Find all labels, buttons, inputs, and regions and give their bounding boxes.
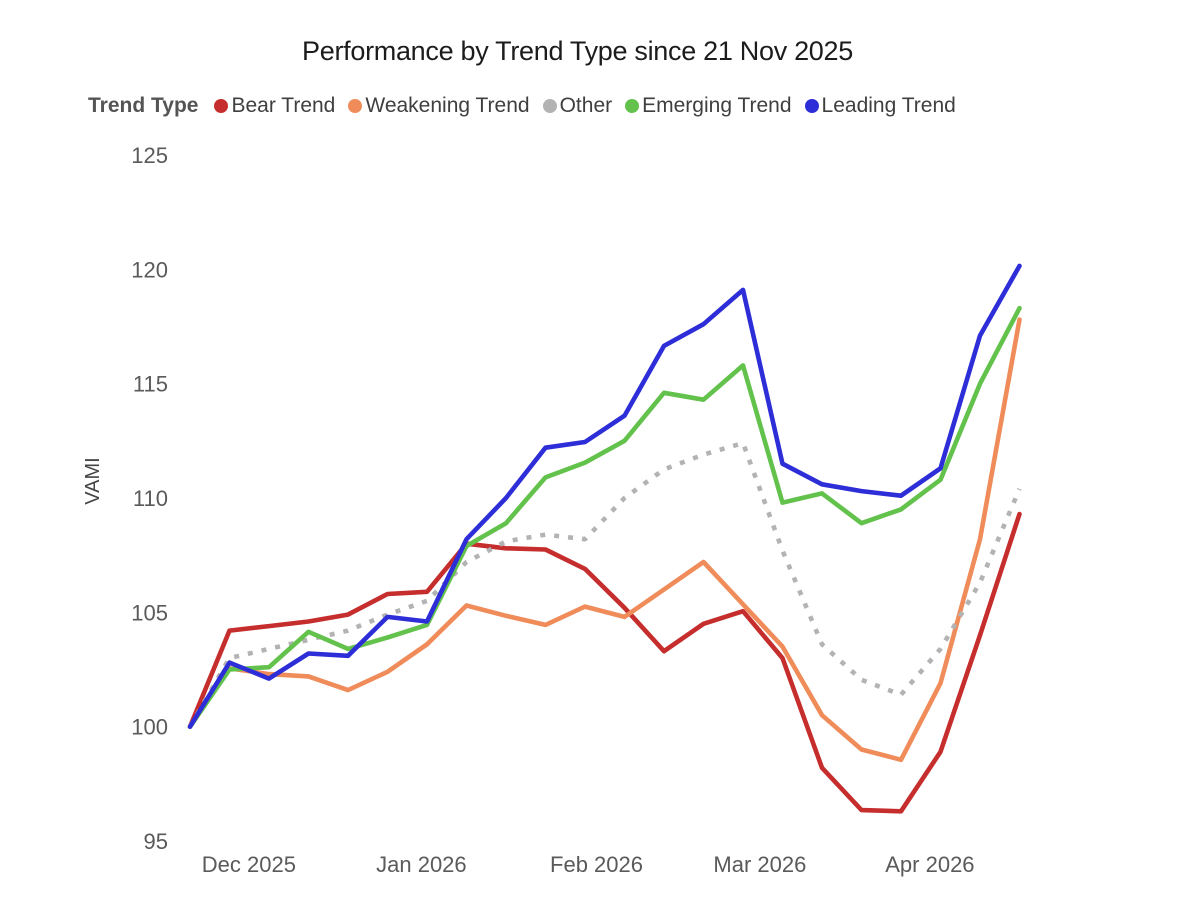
legend-dot-emerging-trend <box>625 99 640 113</box>
x-tick-label-dec: Dec 2025 <box>202 852 296 877</box>
y-tick-label-115: 115 <box>133 372 168 397</box>
y-axis-title: VAMI <box>82 457 104 504</box>
legend-item-weakening-trend[interactable]: Weakening Trend <box>348 94 530 118</box>
series-line-emerging-trend <box>187 305 1022 730</box>
y-tick-label-95: 95 <box>144 829 168 854</box>
y-tick-label-105: 105 <box>131 600 168 625</box>
legend: Trend Type Bear Trend Weakening Trend Ot… <box>88 94 956 118</box>
series-line-other <box>188 440 1022 728</box>
legend-dot-other <box>542 99 557 113</box>
legend-label-weakening-trend: Weakening Trend <box>365 94 530 117</box>
legend-label-leading-trend: Leading Trend <box>821 94 956 117</box>
legend-item-other[interactable]: Other <box>542 94 613 118</box>
legend-dot-bear-trend <box>214 99 229 113</box>
legend-dot-leading-trend <box>804 99 819 113</box>
legend-label-emerging-trend: Emerging Trend <box>642 94 792 117</box>
y-tick-label-100: 100 <box>131 715 168 740</box>
x-tick-label-mar: Mar 2026 <box>713 852 806 877</box>
y-tick-label-125: 125 <box>131 143 168 168</box>
x-tick-label-jan: Jan 2026 <box>376 852 467 877</box>
series-line-weakening-trend <box>187 317 1022 763</box>
legend-label-bear-trend: Bear Trend <box>231 94 336 117</box>
legend-dot-weakening-trend <box>348 99 363 113</box>
y-tick-label-120: 120 <box>131 257 168 282</box>
x-tick-label-feb: Feb 2026 <box>550 852 643 877</box>
legend-label-other: Other <box>559 94 613 117</box>
legend-item-leading-trend[interactable]: Leading Trend <box>804 94 956 118</box>
legend-item-emerging-trend[interactable]: Emerging Trend <box>625 94 792 118</box>
x-tick-label-apr: Apr 2026 <box>885 852 974 877</box>
series-line-leading-trend <box>187 263 1022 730</box>
series-line-bear-trend <box>187 511 1022 814</box>
y-tick-label-110: 110 <box>133 486 168 511</box>
chart-title: Performance by Trend Type since 21 Nov 2… <box>302 36 853 66</box>
legend-title: Trend Type <box>88 94 199 117</box>
legend-item-bear-trend[interactable]: Bear Trend <box>214 94 335 118</box>
